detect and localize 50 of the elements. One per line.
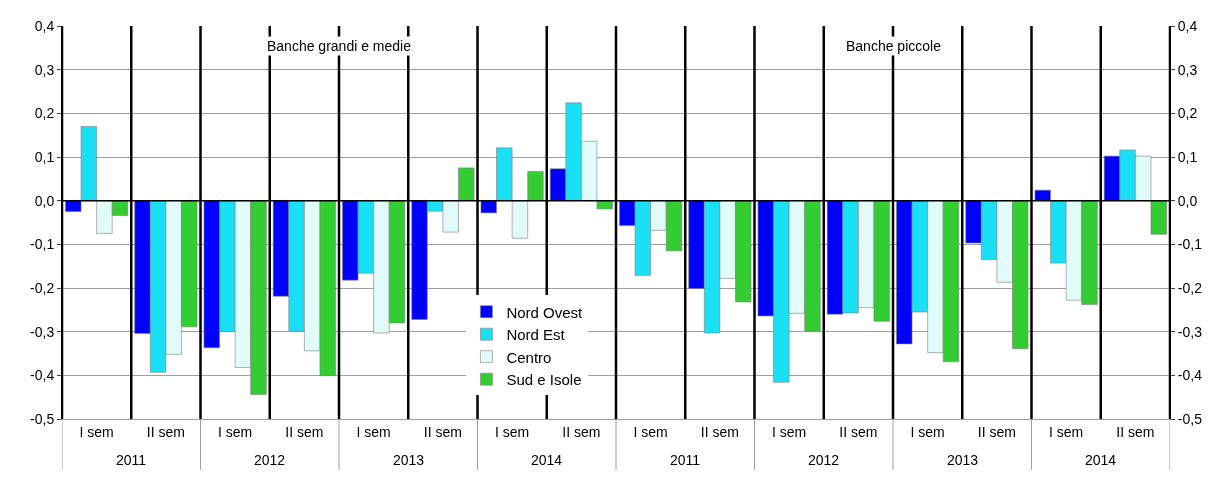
text: 2013 [393, 452, 425, 468]
y2-tick-label: -0,1 [1177, 236, 1203, 253]
x-tick-label: II sem [285, 423, 324, 440]
text: 2012 [808, 452, 840, 468]
y-tick-label: 0,2 [34, 105, 55, 122]
x-tick-label: II sem [562, 423, 601, 440]
annotation: Banche piccole [846, 38, 942, 54]
x-tick-label: I sem [1049, 423, 1084, 440]
text: 2013 [947, 452, 979, 468]
text: 2014 [1085, 452, 1117, 468]
x-tick-label: I sem [910, 423, 945, 440]
y-tick-label: 0,0 [34, 192, 55, 209]
y-tick-label: 0,4 [34, 17, 55, 34]
x-tick-label: II sem [423, 423, 462, 440]
y2-tick-label: 0,3 [1177, 61, 1198, 78]
legend-label: Centro [506, 348, 552, 366]
y2-tick-label: -0,2 [1177, 279, 1203, 296]
y2-tick-label: 0,1 [1177, 148, 1198, 165]
y-tick-label: -0,5 [30, 410, 55, 427]
text: 2012 [254, 452, 286, 468]
y2-tick-label: -0,4 [1177, 367, 1203, 384]
text: 2014 [531, 452, 563, 468]
x-tick-label: II sem [1116, 423, 1155, 440]
x-tick-label: I sem [633, 423, 668, 440]
x-tick-label: I sem [79, 423, 114, 440]
x-tick-label: II sem [977, 423, 1016, 440]
annotation: Banche grandi e medie [267, 38, 412, 54]
x-tick-label: I sem [772, 423, 807, 440]
y-tick-label: 0,1 [34, 148, 55, 165]
y2-tick-label: 0,4 [1177, 17, 1198, 34]
x-tick-label: II sem [839, 423, 878, 440]
x-tick-label: II sem [700, 423, 739, 440]
legend-label: Sud e Isole [506, 371, 582, 389]
y2-tick-label: 0,2 [1177, 105, 1198, 122]
y-tick-label: -0,1 [30, 236, 55, 253]
text: 2011 [116, 452, 147, 468]
x-tick-label: II sem [146, 423, 185, 440]
y-tick-label: -0,2 [30, 279, 55, 296]
y2-tick-label: -0,3 [1177, 323, 1203, 340]
legend-label: Nord Est [506, 326, 566, 344]
y-tick-label: -0,4 [30, 367, 55, 384]
y-tick-label: 0,3 [34, 61, 55, 78]
x-tick-label: I sem [218, 423, 253, 440]
x-tick-label: I sem [356, 423, 391, 440]
text: 2011 [670, 452, 701, 468]
x-tick-label: I sem [495, 423, 530, 440]
y2-tick-label: 0,0 [1177, 192, 1198, 209]
legend-label: Nord Ovest [506, 303, 584, 321]
y2-tick-label: -0,5 [1177, 410, 1203, 427]
y-tick-label: -0,3 [30, 323, 55, 340]
